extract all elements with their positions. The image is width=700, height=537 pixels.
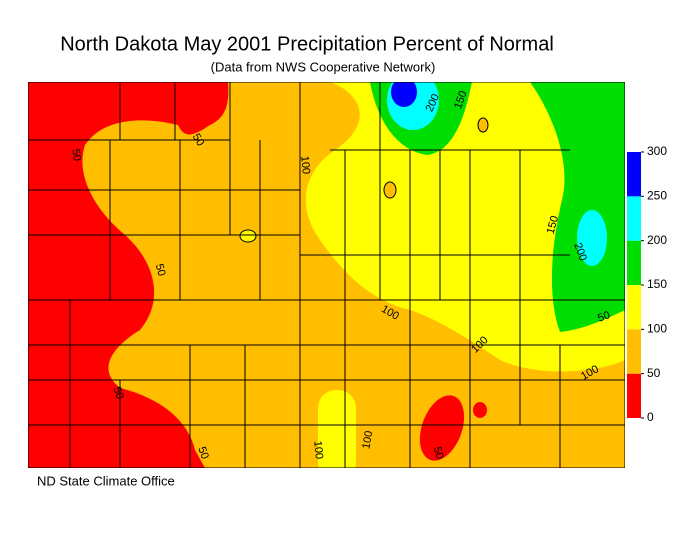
legend-swatch: [627, 152, 641, 197]
region: [530, 82, 625, 332]
legend-swatch: [627, 285, 641, 330]
legend-tick-label: 200: [647, 233, 667, 247]
region: [239, 229, 257, 243]
contour-label: 50: [431, 446, 446, 461]
region: [419, 395, 465, 461]
legend-swatch: [627, 240, 641, 285]
legend-tick-label: 50: [647, 366, 661, 380]
county-lines: [28, 82, 625, 468]
contour-label: 50: [69, 148, 83, 162]
region: [577, 210, 607, 266]
region: [391, 82, 417, 107]
map-area: [28, 82, 625, 468]
region: [28, 82, 229, 468]
legend-tick-label: 150: [647, 277, 667, 291]
contour-label: 50: [195, 445, 210, 461]
legend-swatch: [627, 196, 641, 241]
contour-label: 150: [545, 215, 561, 236]
contour-label: 100: [311, 440, 325, 459]
contour-label: 50: [110, 385, 125, 401]
contour-label: 100: [298, 155, 312, 174]
legend-tick-label: 100: [647, 322, 667, 336]
legend-swatch: [627, 373, 641, 418]
region: [477, 117, 489, 133]
region: [305, 82, 625, 372]
contour-label: 50: [153, 263, 168, 278]
legend-tick-label: 300: [647, 144, 667, 158]
contour-label: 150: [452, 89, 470, 110]
legend-swatch: [627, 329, 641, 374]
subtitle: (Data from NWS Cooperative Network): [211, 59, 436, 74]
legend: 0 50 100 150 200 250 300: [627, 144, 667, 424]
contour-label: 50: [190, 132, 207, 149]
region: [383, 181, 397, 199]
legend-tick-label: 250: [647, 189, 667, 203]
contour-label: 50: [596, 309, 612, 324]
contour-label: 200: [571, 241, 589, 262]
title: North Dakota May 2001 Precipitation Perc…: [60, 33, 554, 55]
region: [473, 402, 487, 418]
contour-label: 100: [360, 430, 375, 450]
footer: ND State Climate Office: [37, 473, 175, 488]
region: [318, 390, 356, 468]
legend-tick-label: 0: [647, 410, 654, 424]
